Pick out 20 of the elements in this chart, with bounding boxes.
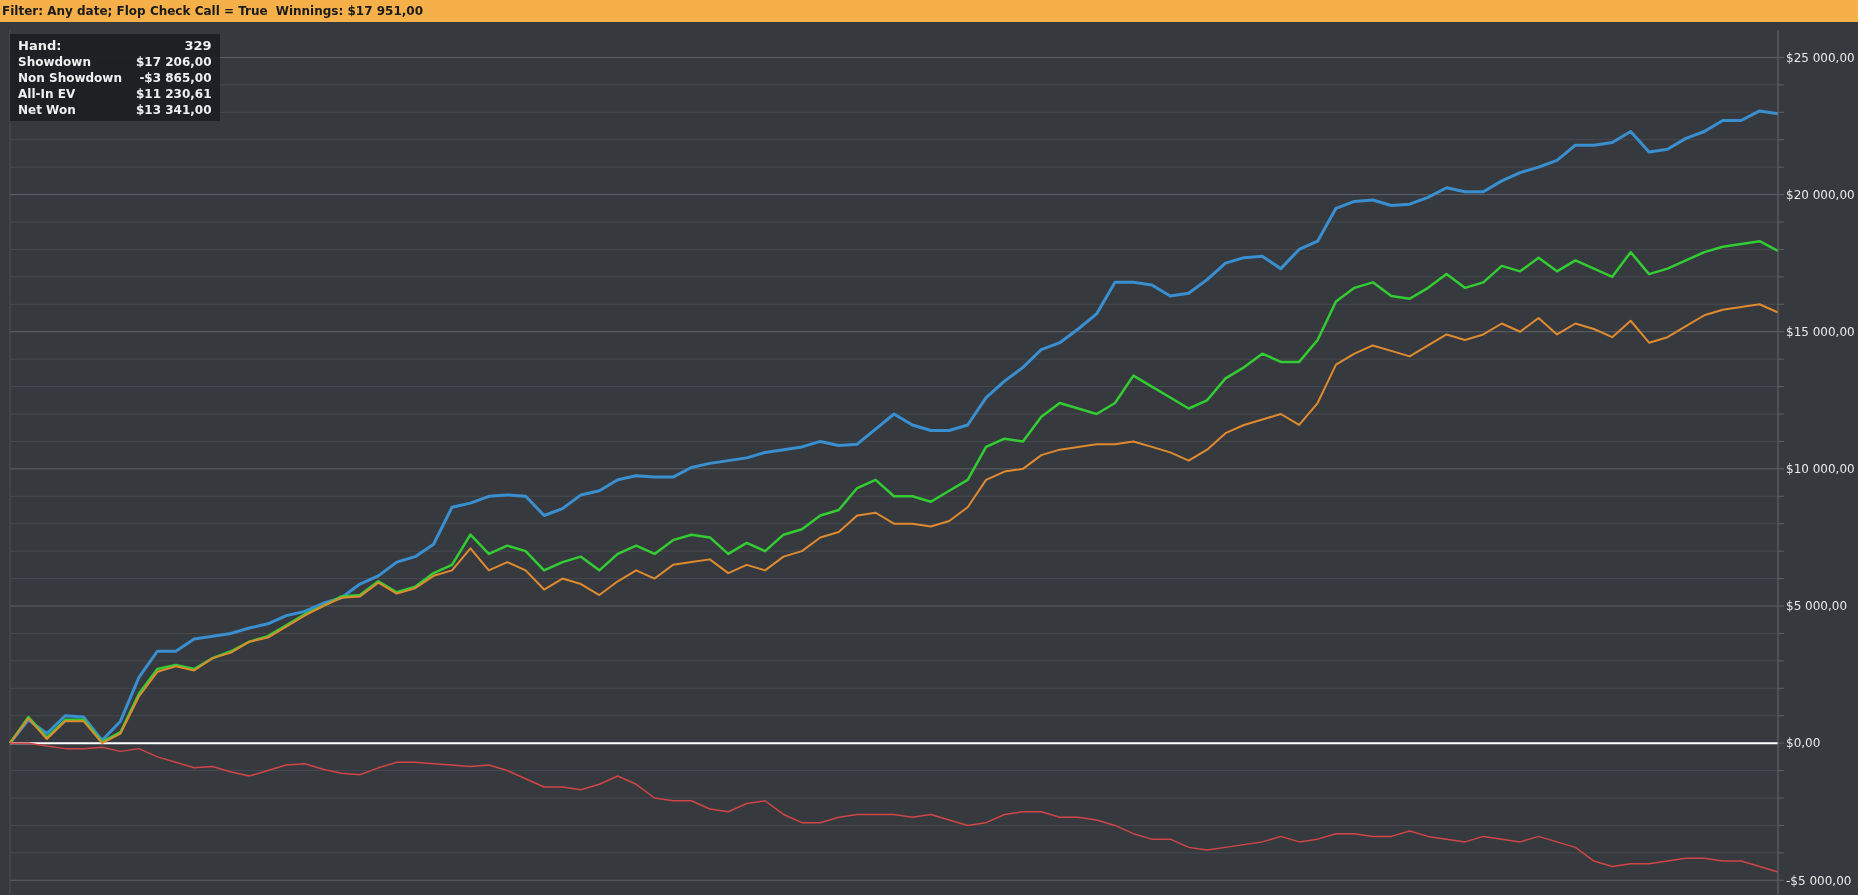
line-series	[9, 742, 1779, 873]
annotation: $17 206,00	[136, 55, 212, 69]
y-tick-label: -$5 000,00	[1786, 873, 1852, 888]
annotation: Net Won	[18, 103, 77, 117]
annotation: Showdown	[18, 55, 92, 69]
y-tick-label: $10 000,00	[1786, 462, 1855, 477]
chart-title: Filter: Any date; Flop Check Call = True	[2, 4, 268, 18]
chart-subtitle: Winnings: $17 951,00	[275, 4, 423, 18]
annotation: $11 230,61	[136, 87, 212, 101]
annotation: -$3 865,00	[138, 71, 212, 85]
y-tick-label: $0,00	[1786, 736, 1821, 751]
annotation: All-In EV	[18, 87, 77, 101]
annotation: $13 341,00	[136, 103, 212, 117]
annotation: Non Showdown	[18, 71, 122, 85]
annotation: Hand:	[18, 38, 63, 53]
annotation: 329	[183, 38, 212, 53]
y-tick-label: $5 000,00	[1786, 599, 1848, 614]
y-tick-label: $20 000,00	[1786, 187, 1855, 202]
y-tick-label: $25 000,00	[1786, 50, 1855, 65]
y-tick-label: $15 000,00	[1786, 324, 1855, 339]
